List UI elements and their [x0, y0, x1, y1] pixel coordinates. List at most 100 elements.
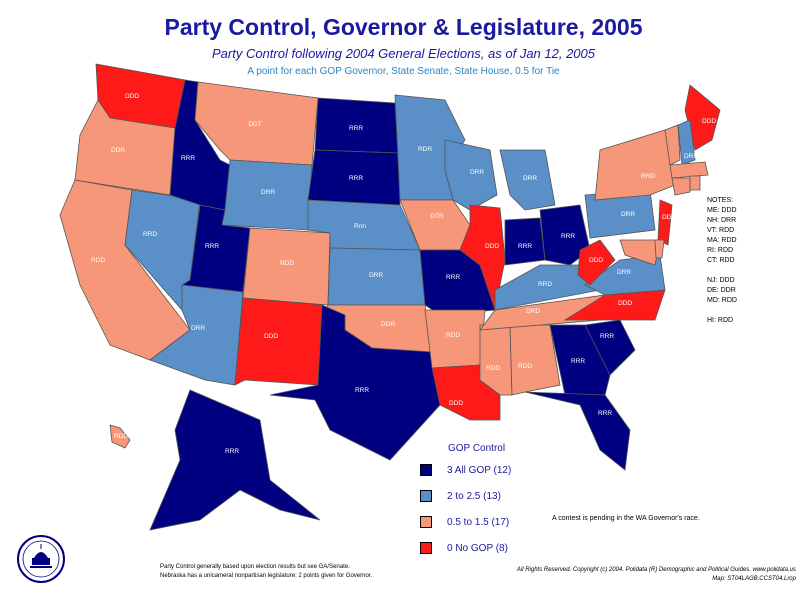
state-mi	[499, 149, 556, 211]
notes-line: DE: DDR	[707, 287, 736, 294]
state-nc	[563, 289, 666, 321]
state-label-la: DDD	[449, 400, 463, 407]
polidata-logo	[17, 535, 65, 583]
state-ga	[549, 324, 611, 396]
legend-label: 0 No GOP (8)	[447, 542, 508, 554]
notes-line: CT: RDD	[707, 257, 735, 264]
footer-left-line: Party Control generally based upon elect…	[160, 564, 350, 570]
state-label-az: DRR	[191, 325, 205, 332]
state-ri	[689, 175, 701, 191]
state-ny	[594, 129, 676, 201]
state-label-ca: RDD	[91, 257, 105, 264]
state-label-ar: RDD	[446, 332, 460, 339]
state-label-wa: DDD	[125, 93, 139, 100]
footer-right-line: All Rights Reserved. Copyright (c) 2004.…	[516, 567, 796, 573]
state-label-nc: DDD	[618, 300, 632, 307]
legend-label: 0.5 to 1.5 (17)	[447, 516, 510, 528]
state-label-mn: RDR	[418, 146, 432, 153]
state-ma	[669, 161, 709, 179]
state-label-ms: RDD	[486, 365, 500, 372]
state-label-ia: DTR	[430, 213, 444, 220]
state-de	[654, 239, 665, 259]
footer-left-line: Nebraska has a unicameral nonpartisan le…	[160, 573, 373, 579]
legend-item-mostly-gop: 2 to 2.5 (13)	[420, 489, 501, 503]
notes-line: VT: RDD	[707, 227, 735, 234]
notes-header: NOTES:	[707, 197, 734, 204]
footer-right: All Rights Reserved. Copyright (c) 2004.…	[478, 566, 796, 584]
state-label-wv: DDD	[589, 257, 603, 264]
state-label-mi: DRR	[523, 175, 537, 182]
state-md	[619, 239, 661, 266]
notes-line: MD: RDD	[707, 297, 737, 304]
state-label-tn: DRD	[526, 308, 540, 315]
map-subtitle-scoring: A point for each GOP Governor, State Sen…	[247, 66, 560, 77]
state-label-nh: DRR	[684, 153, 698, 160]
state-label-sd: RRR	[349, 175, 363, 182]
state-wy	[221, 159, 313, 231]
state-label-nm: DDD	[264, 333, 278, 340]
state-va	[584, 254, 666, 296]
legend-item-all-gop: 3 All GOP (12)	[420, 463, 511, 477]
state-label-wy: DRR	[261, 189, 275, 196]
state-label-ky: RRD	[538, 281, 552, 288]
state-label-oh: RRR	[561, 233, 575, 240]
notes-box: NOTES: ME: DDD NH: DRR VT: RDD MA: RDD R…	[707, 196, 737, 326]
legend-label: 3 All GOP (12)	[447, 464, 512, 476]
state-label-pa: DRR	[621, 211, 635, 218]
state-hi	[109, 424, 131, 449]
notes-line: NJ: DDD	[707, 277, 735, 284]
state-label-hi: RDD	[114, 433, 128, 440]
state-label-wi: DRR	[470, 169, 484, 176]
state-label-fl: RRR	[598, 410, 612, 417]
state-label-ny: RRD	[641, 173, 655, 180]
state-wv	[577, 239, 616, 286]
notes-line: ME: DDD	[707, 207, 737, 214]
state-label-nd: RRR	[349, 125, 363, 132]
legend-swatch	[420, 516, 432, 528]
state-label-al: RDD	[518, 363, 532, 370]
state-ak	[149, 389, 321, 531]
legend-label: 2 to 2.5 (13)	[447, 490, 501, 502]
notes-line: NH: DRR	[707, 217, 737, 224]
state-label-mt: DDT	[248, 121, 261, 128]
state-label-id: RRR	[181, 155, 195, 162]
state-label-co: RDD	[280, 260, 294, 267]
state-nm	[234, 297, 323, 386]
state-label-ok: DDR	[381, 321, 395, 328]
state-label-nj: DDD	[662, 214, 676, 221]
state-label-nv: RRD	[143, 231, 157, 238]
state-ar	[424, 309, 486, 369]
contest-note: A contest is pending in the WA Governor'…	[552, 515, 700, 522]
state-az	[149, 284, 244, 386]
state-label-ne: Rnn	[354, 223, 366, 230]
state-label-or: DDR	[111, 147, 125, 154]
state-label-ut: RRR	[205, 243, 219, 250]
state-ct	[671, 177, 691, 196]
footer-left: Party Control generally based upon elect…	[160, 563, 372, 581]
notes-line	[707, 306, 737, 316]
state-tx	[269, 304, 441, 461]
state-in	[504, 217, 546, 266]
notes-line	[707, 266, 737, 276]
footer-right-line: Map: ST04LAGB.CCST04.Lrop	[712, 576, 796, 582]
map-subtitle: Party Control following 2004 General Ele…	[211, 46, 595, 61]
legend-title: GOP Control	[448, 443, 506, 454]
state-me	[684, 84, 721, 151]
state-nj	[657, 199, 673, 246]
state-label-va: DRR	[617, 269, 631, 276]
state-label-sc: RRR	[600, 333, 614, 340]
state-label-ga: RRR	[571, 358, 585, 365]
notes-line: MA: RDD	[707, 237, 737, 244]
legend-item-no-gop: 0 No GOP (8)	[420, 541, 508, 555]
state-vt	[664, 124, 681, 166]
state-label-ak: RRR	[225, 448, 239, 455]
state-nh	[677, 119, 696, 166]
state-label-mo: RRR	[446, 274, 460, 281]
legend-item-mostly-dem: 0.5 to 1.5 (17)	[420, 515, 509, 529]
legend-swatch	[420, 490, 432, 502]
state-label-tx: RRR	[355, 387, 369, 394]
state-sc	[584, 319, 636, 376]
state-fl	[524, 391, 631, 471]
state-label-me: DDD	[702, 118, 716, 125]
legend-swatch	[420, 464, 432, 476]
